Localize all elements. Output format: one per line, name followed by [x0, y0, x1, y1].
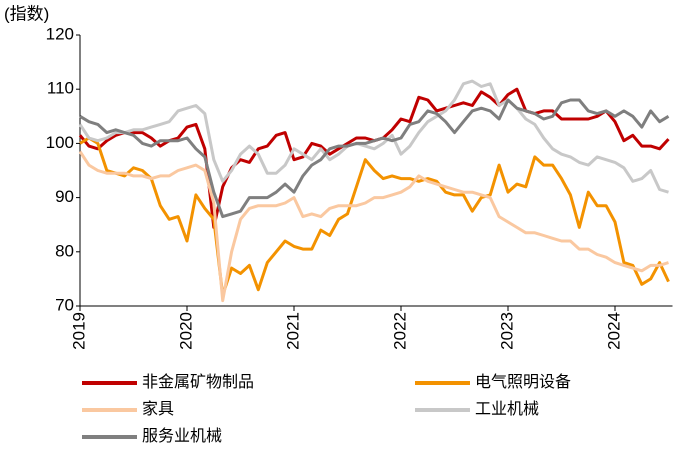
legend-label: 非金属矿物制品 [142, 373, 254, 391]
y-tick-label: 110 [47, 79, 74, 98]
series-line [78, 87, 670, 229]
x-tick-label: 2019 [69, 312, 88, 350]
x-tick-label: 2020 [176, 312, 195, 350]
x-tick-label: 2021 [283, 312, 302, 350]
y-tick-label: 70 [55, 295, 74, 314]
legend-label: 服务业机械 [142, 427, 222, 445]
legend-label: 家具 [142, 400, 174, 418]
series-line [78, 150, 669, 303]
series-line [79, 98, 670, 219]
series-line [79, 136, 670, 297]
legend-label: 工业机械 [475, 400, 539, 418]
x-tick-label: 2023 [497, 312, 516, 350]
y-tick-label: 120 [46, 24, 74, 43]
x-tick-label: 2022 [390, 312, 409, 350]
y-tick-label: 80 [55, 241, 74, 260]
y-tick-label: 100 [46, 133, 74, 152]
series-line [78, 79, 669, 194]
y-tick-label: 90 [55, 187, 74, 206]
x-tick-label: 2024 [604, 312, 623, 350]
legend-label: 电气照明设备 [475, 373, 571, 391]
y-axis-label: (指数) [4, 4, 49, 23]
